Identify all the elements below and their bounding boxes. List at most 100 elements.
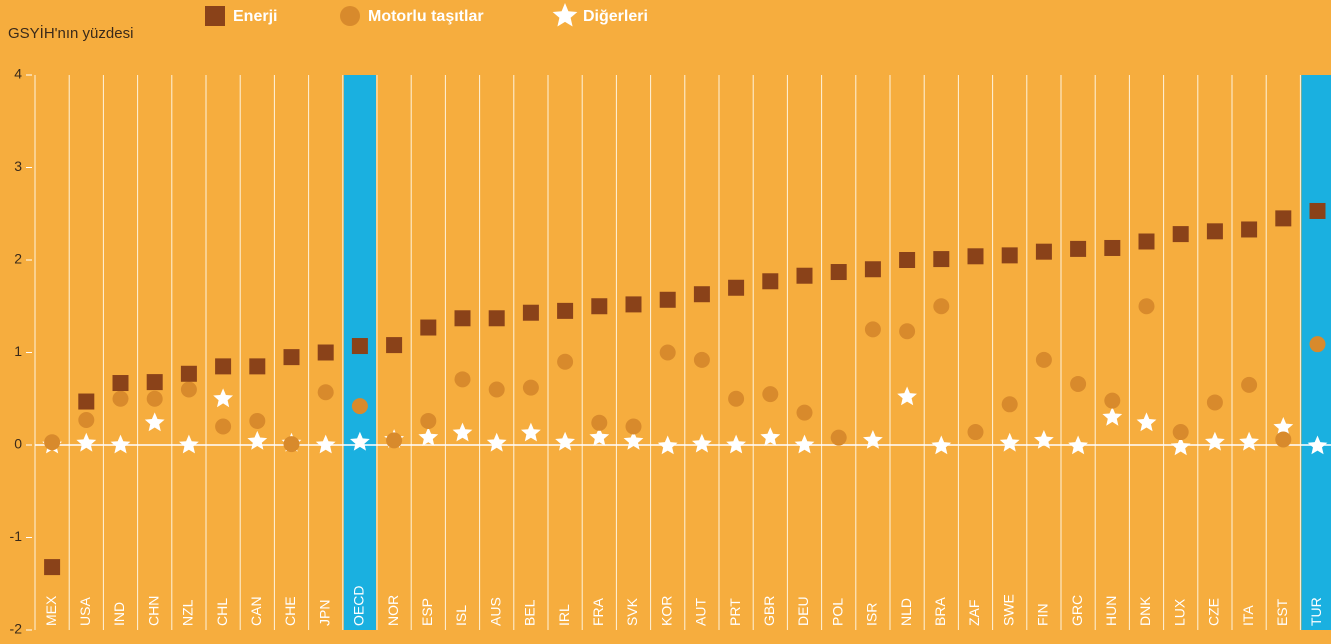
star-marker [144,412,165,432]
circle-marker [796,404,813,421]
square-marker [864,261,881,278]
star-marker [897,386,917,406]
square-marker [1241,221,1258,238]
star-marker [552,3,578,27]
circle-marker [762,386,779,403]
star-marker [486,432,507,452]
x-tick-label: CHL [214,598,230,626]
circle-marker [728,390,745,407]
star-marker [555,431,575,451]
x-tick-label: BEL [522,599,538,626]
square-marker [1309,202,1326,219]
x-tick-label: FIN [1035,603,1051,626]
circle-marker [146,390,163,407]
star-marker [1307,435,1328,455]
star-marker [179,434,199,454]
square-marker [146,374,163,391]
highlight-band [1301,75,1331,630]
x-tick-label: ISR [864,603,880,626]
star-marker [692,433,712,453]
square-marker [1070,240,1087,257]
square-marker [249,358,266,375]
x-tick-label: NZL [180,599,196,626]
square-marker [557,302,574,319]
circle-marker [317,384,334,401]
square-marker [1172,226,1189,243]
star-marker [418,427,439,446]
square-marker [728,279,745,296]
star-marker [1102,406,1123,426]
star-marker [623,430,644,450]
square-marker [112,375,129,392]
x-tick-label: IRL [556,604,572,626]
x-tick-label: CZE [1206,598,1222,626]
square-marker [591,298,608,315]
y-tick-label: 4 [14,66,22,82]
star-marker [350,431,370,451]
circle-marker [659,344,676,361]
star-marker [452,422,473,442]
square-marker [488,310,505,327]
circle-marker [249,412,266,429]
star-marker [76,432,97,452]
x-tick-label: NLD [898,598,914,626]
star-marker [931,435,952,455]
x-tick-label: JPN [316,600,332,626]
square-marker [762,273,779,290]
circle-marker [78,412,95,429]
circle-marker [283,436,300,453]
y-tick-label: -1 [10,528,23,544]
circle-marker [1104,392,1121,409]
circle-marker [1001,396,1018,413]
circle-marker [933,298,950,315]
square-marker [180,365,197,382]
y-tick-label: -2 [10,621,23,637]
circle-marker [693,351,710,368]
star-marker [657,435,678,455]
y-tick-label: 3 [14,158,22,174]
square-marker [659,291,676,308]
legend-label: Enerji [233,8,277,25]
star-marker [794,434,815,454]
circle-marker [625,418,642,435]
legend-label: Diğerleri [583,8,648,25]
x-tick-label: ISL [453,605,469,626]
circle-marker [591,414,608,431]
circle-marker [1070,375,1087,392]
circle-marker [1035,351,1052,368]
circle-marker [386,432,403,449]
square-marker [522,304,539,321]
circle-marker [557,353,574,370]
x-tick-label: PRT [727,598,743,626]
star-marker [999,432,1020,452]
x-tick-label: POL [829,598,845,626]
square-marker [386,337,403,354]
circle-marker [1275,431,1292,448]
x-tick-label: CHN [145,596,161,626]
star-marker [1239,431,1259,451]
circle-marker [1172,424,1189,441]
circle-marker [830,429,847,446]
square-marker [44,559,61,576]
square-marker [933,251,950,268]
circle-marker [899,323,916,340]
star-marker [760,427,781,446]
circle-marker [1309,336,1326,353]
x-tick-label: SVK [624,597,640,626]
star-marker [589,427,610,446]
y-axis-label: GSYİH'nın yüzdesi [8,24,133,42]
x-tick-label: AUS [487,597,503,626]
y-tick-label: 1 [14,343,22,359]
square-marker [317,344,334,361]
circle-marker [351,398,368,415]
star-marker [863,430,883,449]
square-marker [967,248,984,265]
square-marker [1206,223,1223,240]
square-marker [625,296,642,313]
x-tick-label: CAN [248,596,264,626]
circle-marker [1241,376,1258,393]
x-tick-label: TUR [1308,597,1324,626]
star-marker [247,430,268,450]
star-marker [213,388,233,408]
